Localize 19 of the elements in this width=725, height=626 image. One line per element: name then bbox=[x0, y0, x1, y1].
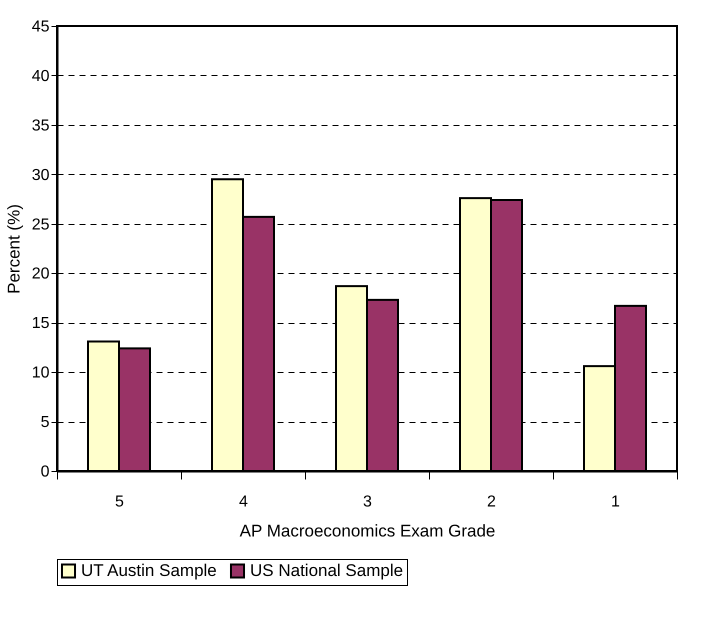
y-tick-label: 20 bbox=[32, 266, 50, 283]
y-tick-label: 40 bbox=[32, 68, 50, 85]
y-tick-label: 5 bbox=[40, 414, 50, 432]
x-tick-label: 4 bbox=[239, 494, 248, 510]
y-tick-label: 45 bbox=[32, 18, 50, 36]
y-tick-label: 35 bbox=[32, 117, 50, 134]
y-tick-label: 30 bbox=[32, 166, 50, 184]
y-tick-label: 25 bbox=[32, 216, 50, 234]
y-tick-label: 15 bbox=[32, 315, 50, 332]
y-tick-label: 0 bbox=[40, 464, 50, 480]
legend-label: UT Austin Sample bbox=[81, 560, 217, 580]
x-axis-title: AP Macroeconomics Exam Grade bbox=[240, 522, 496, 540]
legend-label: US National Sample bbox=[250, 560, 404, 580]
y-tick-label: 10 bbox=[32, 364, 50, 382]
x-tick-label: 3 bbox=[363, 494, 372, 510]
y-axis-title: Percent (%) bbox=[4, 204, 24, 294]
x-tick-label: 5 bbox=[115, 494, 124, 510]
x-tick-label: 2 bbox=[487, 494, 496, 510]
x-tick-label: 1 bbox=[611, 494, 620, 510]
